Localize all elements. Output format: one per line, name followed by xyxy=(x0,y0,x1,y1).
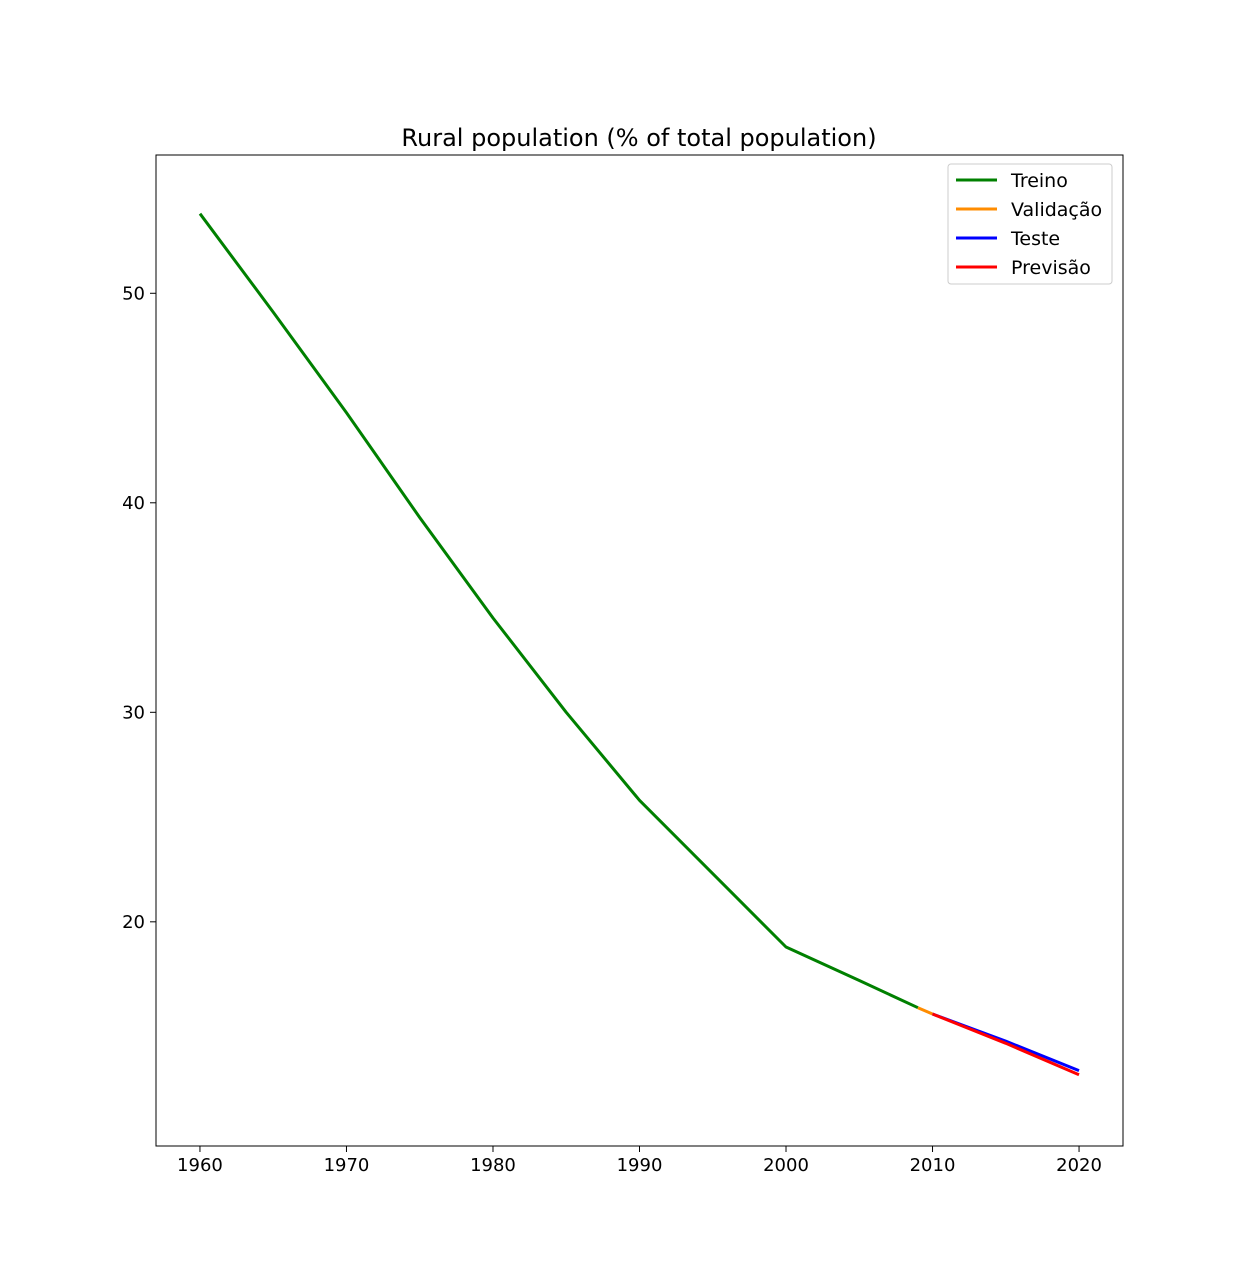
x-tick-label: 1990 xyxy=(617,1155,663,1176)
series-line-3 xyxy=(931,1012,1080,1077)
y-tick-label: 50 xyxy=(122,283,145,304)
y-tick-label: 20 xyxy=(122,912,145,933)
x-tick-label: 1970 xyxy=(324,1155,370,1176)
chart-title: Rural population (% of total population) xyxy=(401,124,876,152)
legend-label-1: Validação xyxy=(1011,199,1102,221)
y-tick-label: 30 xyxy=(122,702,145,723)
x-tick-label: 2000 xyxy=(763,1155,809,1176)
legend: Treino Validação Teste Previsão xyxy=(947,163,1113,285)
legend-label-0: Treino xyxy=(1010,170,1068,192)
x-tick-label: 2010 xyxy=(910,1155,956,1176)
series-line-0 xyxy=(198,212,919,1010)
legend-box xyxy=(947,163,1113,285)
series-line-1 xyxy=(917,1006,934,1016)
series-layer xyxy=(198,212,1080,1077)
y-axis: 20 30 40 50 xyxy=(122,283,156,933)
legend-label-3: Previsão xyxy=(1011,257,1091,279)
x-tick-label: 1980 xyxy=(470,1155,516,1176)
x-axis: 1960 1970 1980 1990 2000 2010 2020 xyxy=(177,1146,1102,1176)
legend-label-2: Teste xyxy=(1010,228,1060,250)
x-tick-label: 2020 xyxy=(1056,1155,1102,1176)
x-tick-label: 1960 xyxy=(177,1155,223,1176)
y-tick-label: 40 xyxy=(122,493,145,514)
